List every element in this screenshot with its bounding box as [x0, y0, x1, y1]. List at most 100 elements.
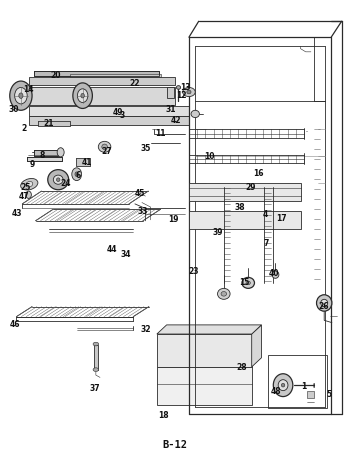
Ellipse shape	[19, 93, 23, 98]
Ellipse shape	[75, 172, 78, 176]
Text: 47: 47	[19, 191, 30, 201]
Text: 6: 6	[76, 171, 81, 180]
Ellipse shape	[102, 144, 107, 150]
Ellipse shape	[183, 87, 195, 97]
Text: 14: 14	[23, 85, 34, 94]
Ellipse shape	[98, 142, 111, 153]
Text: 2: 2	[22, 124, 27, 133]
Text: 26: 26	[318, 302, 328, 311]
Text: 40: 40	[269, 269, 279, 278]
Bar	[189, 211, 301, 229]
Ellipse shape	[26, 181, 33, 187]
Bar	[268, 355, 327, 408]
Polygon shape	[157, 325, 261, 334]
Polygon shape	[252, 325, 261, 367]
Text: 22: 22	[129, 79, 140, 88]
Text: 27: 27	[102, 147, 112, 156]
Text: 20: 20	[50, 71, 61, 80]
Ellipse shape	[281, 383, 285, 387]
Text: 48: 48	[271, 387, 281, 396]
Polygon shape	[157, 334, 252, 367]
Text: 28: 28	[237, 363, 247, 372]
Text: 17: 17	[276, 214, 286, 224]
Text: 10: 10	[205, 153, 215, 161]
Text: 41: 41	[82, 158, 92, 167]
Ellipse shape	[81, 93, 84, 98]
Ellipse shape	[10, 81, 32, 110]
Text: 45: 45	[134, 189, 145, 198]
Ellipse shape	[72, 168, 82, 180]
Text: 12: 12	[176, 91, 187, 100]
Text: 44: 44	[106, 245, 117, 254]
Bar	[167, 87, 174, 98]
Text: 30: 30	[9, 105, 19, 114]
Text: 46: 46	[10, 321, 21, 329]
Polygon shape	[29, 106, 189, 116]
Ellipse shape	[278, 380, 288, 391]
Ellipse shape	[246, 281, 250, 285]
Text: 49: 49	[112, 108, 123, 117]
Text: 19: 19	[168, 215, 179, 224]
Text: B-12: B-12	[162, 440, 188, 449]
Text: 31: 31	[166, 105, 176, 114]
Text: 11: 11	[155, 129, 166, 137]
Text: 8: 8	[39, 151, 44, 159]
Ellipse shape	[221, 292, 226, 296]
Ellipse shape	[176, 86, 181, 89]
Ellipse shape	[218, 289, 230, 300]
Bar	[94, 344, 98, 370]
Polygon shape	[70, 74, 161, 77]
Polygon shape	[29, 87, 175, 105]
Text: 35: 35	[140, 144, 150, 153]
Ellipse shape	[272, 271, 279, 278]
Ellipse shape	[57, 148, 64, 157]
Ellipse shape	[191, 110, 200, 118]
Ellipse shape	[21, 179, 38, 190]
Ellipse shape	[48, 169, 69, 190]
Ellipse shape	[56, 178, 60, 181]
Polygon shape	[34, 151, 58, 156]
Text: 3: 3	[119, 111, 125, 120]
Text: 5: 5	[327, 390, 332, 399]
Text: 29: 29	[245, 183, 255, 192]
Ellipse shape	[321, 300, 328, 306]
Ellipse shape	[53, 175, 63, 184]
Text: 15: 15	[239, 278, 249, 287]
Text: 42: 42	[170, 116, 181, 125]
Text: 39: 39	[212, 228, 223, 237]
Text: 18: 18	[159, 411, 169, 420]
Bar	[307, 391, 314, 398]
Ellipse shape	[77, 89, 88, 103]
Polygon shape	[27, 157, 62, 161]
Ellipse shape	[15, 87, 27, 104]
Ellipse shape	[73, 83, 92, 109]
Ellipse shape	[316, 295, 332, 311]
Text: 24: 24	[60, 179, 70, 188]
Text: 7: 7	[264, 239, 269, 248]
Polygon shape	[34, 71, 159, 76]
Text: 33: 33	[138, 207, 148, 216]
Ellipse shape	[187, 90, 191, 94]
Ellipse shape	[26, 191, 32, 198]
Ellipse shape	[242, 278, 254, 289]
Polygon shape	[76, 158, 90, 166]
Ellipse shape	[273, 374, 293, 397]
Text: 37: 37	[90, 384, 100, 393]
Text: 1: 1	[301, 382, 307, 391]
Text: 43: 43	[12, 209, 23, 218]
Text: 23: 23	[189, 267, 199, 276]
Ellipse shape	[93, 342, 99, 346]
Text: 4: 4	[262, 210, 267, 219]
Bar	[189, 183, 301, 201]
Text: 13: 13	[180, 83, 191, 92]
Polygon shape	[29, 116, 189, 125]
Text: 25: 25	[21, 183, 31, 192]
Polygon shape	[157, 367, 252, 405]
Text: 34: 34	[120, 250, 131, 259]
Text: 21: 21	[43, 120, 54, 129]
Polygon shape	[38, 121, 70, 126]
Text: 32: 32	[140, 325, 150, 334]
Text: 38: 38	[234, 202, 245, 212]
Ellipse shape	[93, 368, 99, 371]
Text: 9: 9	[29, 160, 35, 169]
